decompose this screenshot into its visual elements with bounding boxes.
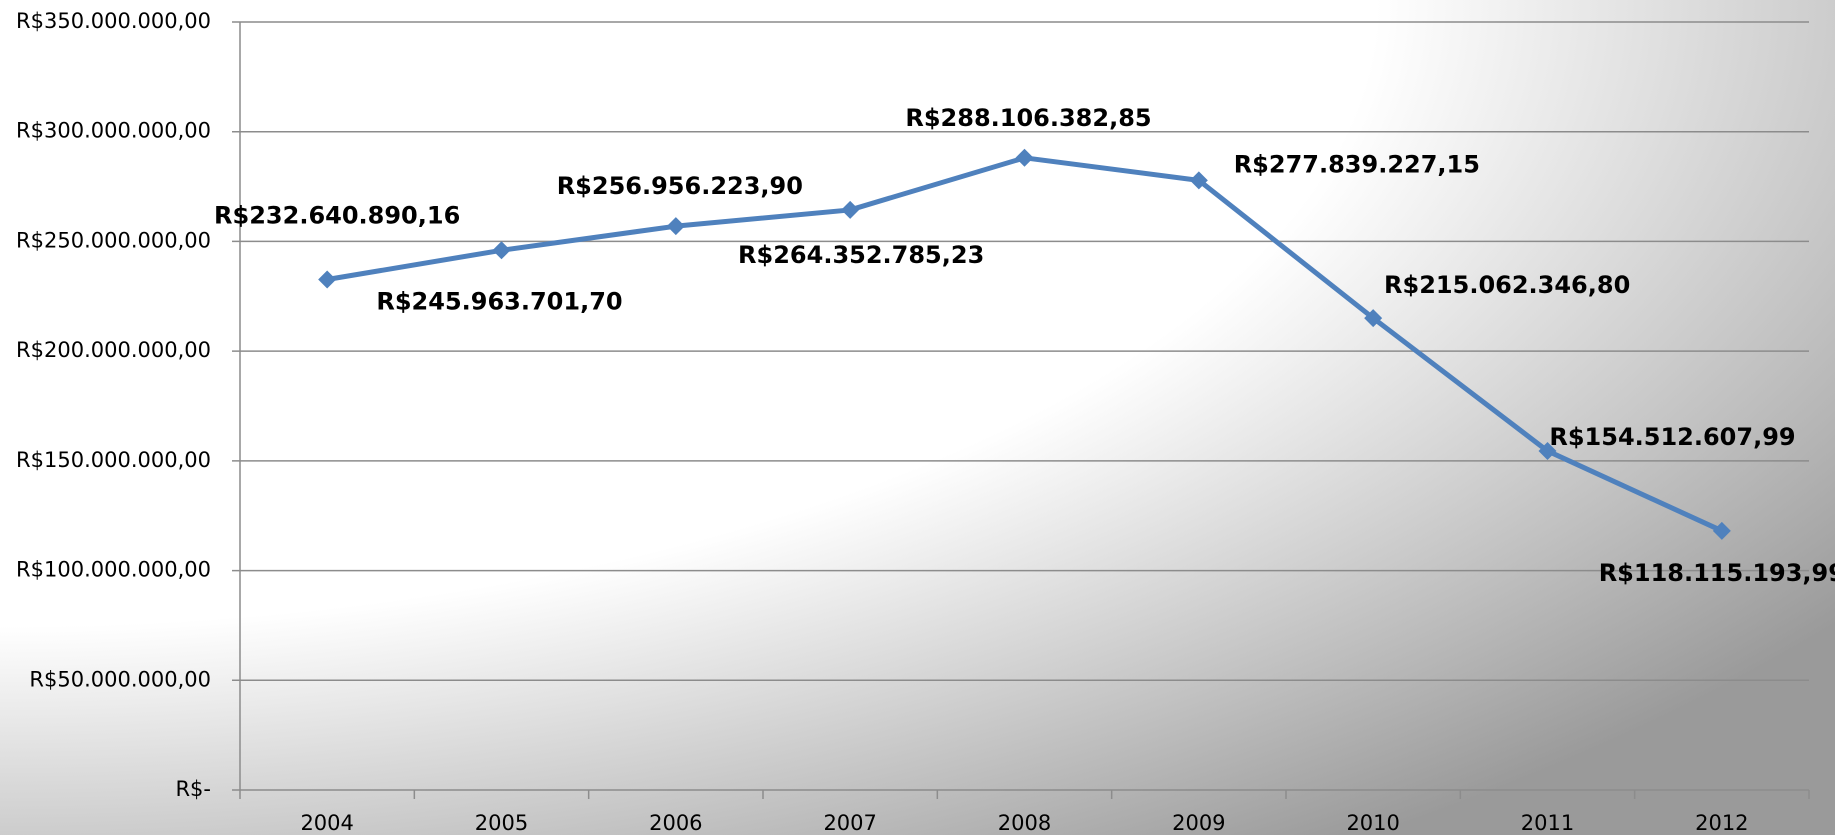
x-tick-label: 2004 xyxy=(300,811,353,835)
y-tick-label: R$100.000.000,00 xyxy=(16,558,211,582)
y-tick-label: R$250.000.000,00 xyxy=(16,228,211,252)
data-label: R$256.956.223,90 xyxy=(557,172,803,200)
x-tick-label: 2008 xyxy=(998,811,1051,835)
data-label: R$245.963.701,70 xyxy=(376,287,622,315)
x-tick-label: 2011 xyxy=(1521,811,1574,835)
marker xyxy=(1364,309,1383,328)
marker xyxy=(666,217,685,236)
data-label: R$232.640.890,16 xyxy=(214,202,460,230)
marker xyxy=(1015,148,1034,167)
data-label: R$264.352.785,23 xyxy=(738,241,984,269)
x-tick-label: 2009 xyxy=(1172,811,1225,835)
y-tick-label: R$200.000.000,00 xyxy=(16,338,211,362)
y-tick-label: R$50.000.000,00 xyxy=(29,667,211,691)
x-tick-label: 2012 xyxy=(1695,811,1748,835)
marker xyxy=(1538,441,1557,460)
x-tick-label: 2007 xyxy=(823,811,876,835)
data-label: R$277.839.227,15 xyxy=(1234,150,1480,178)
marker xyxy=(841,200,860,219)
marker xyxy=(1189,171,1208,190)
y-tick-label: R$- xyxy=(175,777,211,801)
x-tick-label: 2010 xyxy=(1346,811,1399,835)
data-label: R$118.115.193,99 xyxy=(1599,559,1835,587)
data-label: R$215.062.346,80 xyxy=(1384,271,1630,299)
marker xyxy=(492,241,511,260)
marker xyxy=(1712,521,1731,540)
data-label: R$154.512.607,99 xyxy=(1549,423,1795,451)
data-label: R$288.106.382,85 xyxy=(905,104,1151,132)
y-tick-label: R$350.000.000,00 xyxy=(16,9,211,33)
x-tick-label: 2006 xyxy=(649,811,702,835)
y-tick-label: R$150.000.000,00 xyxy=(16,448,211,472)
y-tick-label: R$300.000.000,00 xyxy=(16,119,211,143)
marker xyxy=(318,270,337,289)
x-tick-label: 2005 xyxy=(475,811,528,835)
